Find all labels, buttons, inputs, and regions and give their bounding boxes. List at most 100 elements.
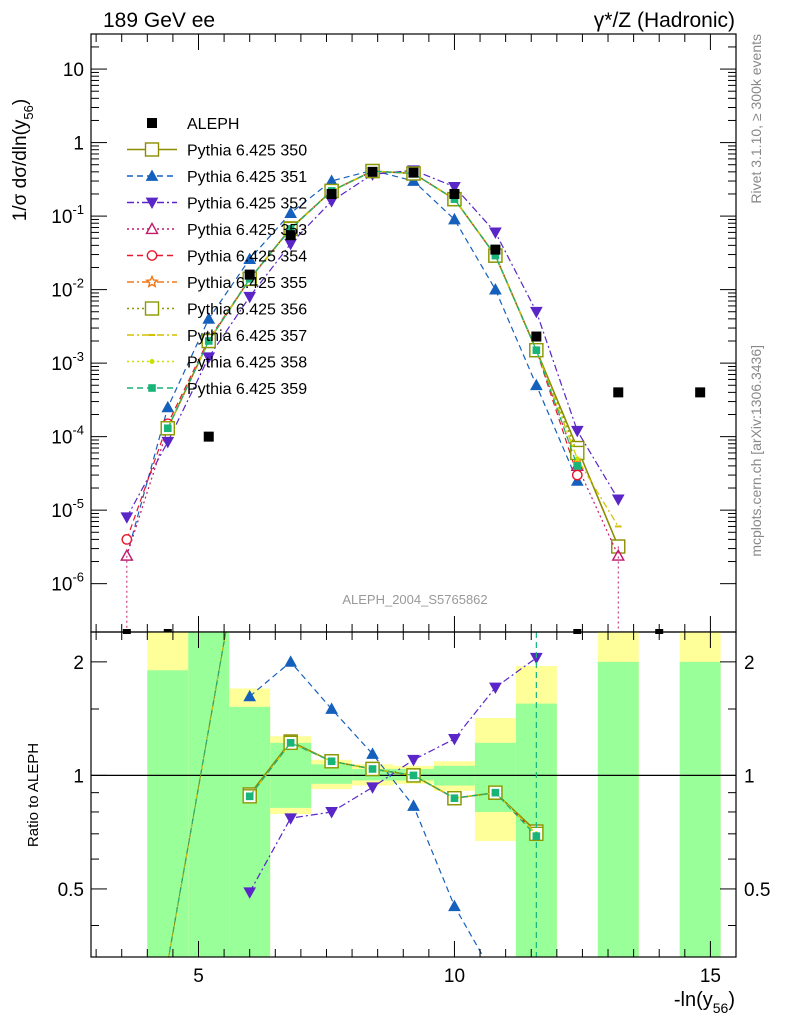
legend-entry: Pythia 6.425 353 xyxy=(127,222,307,239)
ratio-point xyxy=(490,973,501,983)
analysis-label: ALEPH_2004_S5765862 xyxy=(342,592,487,607)
ratio-point xyxy=(491,788,500,797)
legend-label: Pythia 6.425 352 xyxy=(187,196,307,213)
legend-marker xyxy=(144,142,160,157)
legend-label: Pythia 6.425 359 xyxy=(187,381,307,398)
series-line xyxy=(126,169,578,556)
ratio-point xyxy=(366,747,379,759)
main-ytick-label: 10-1 xyxy=(51,202,84,228)
series-point xyxy=(202,352,216,364)
ratio-point xyxy=(284,655,297,667)
main-ytick-label: 10-2 xyxy=(51,276,84,302)
ratio-point xyxy=(286,739,295,747)
series-point xyxy=(570,425,584,438)
title-left: 189 GeV ee xyxy=(103,9,215,32)
ratio-line xyxy=(249,661,485,957)
ratio-point xyxy=(368,765,377,773)
legend-marker xyxy=(148,384,156,392)
series-point xyxy=(530,306,543,319)
main-ytick-label: 10-4 xyxy=(51,423,84,449)
ratio-point xyxy=(243,887,257,899)
ratio-ytick-label-right: 2 xyxy=(744,653,755,674)
legend-marker xyxy=(147,118,157,128)
ratio-point xyxy=(448,733,461,746)
aleph-point xyxy=(326,188,337,199)
series-line xyxy=(167,170,578,467)
ratio-point xyxy=(409,771,418,780)
title-right: γ*/Z (Hadronic) xyxy=(594,9,735,32)
ratio-point xyxy=(450,794,459,803)
series-point xyxy=(204,337,213,345)
ratio-ytick-label: 0.5 xyxy=(58,880,84,901)
legend-entry: Pythia 6.425 350 xyxy=(127,142,307,160)
legend-label: Pythia 6.425 350 xyxy=(187,143,307,160)
legend-label: ALEPH xyxy=(187,116,239,133)
legend-entry: Pythia 6.425 352 xyxy=(127,196,307,213)
series-point xyxy=(571,469,583,481)
series-point xyxy=(489,283,502,295)
legend-entry: Pythia 6.425 354 xyxy=(127,249,307,266)
series-point xyxy=(161,400,175,413)
svg-text:Ratio to ALEPH: Ratio to ALEPH xyxy=(25,743,42,847)
aleph-point xyxy=(408,167,419,178)
xtick-label: 10 xyxy=(444,966,465,987)
band-green xyxy=(311,764,353,784)
ratio-line-extension xyxy=(507,956,509,957)
ratio-ytick-label-right: 0.5 xyxy=(744,880,770,901)
legend-label: Pythia 6.425 356 xyxy=(187,302,307,319)
main-ytick-label: 10-6 xyxy=(51,570,84,596)
series-point xyxy=(448,181,461,194)
aleph-point xyxy=(695,387,706,398)
legend-entry: Pythia 6.425 357 xyxy=(127,328,307,345)
ratio-panel-frame xyxy=(90,631,737,958)
ratio-point xyxy=(325,807,338,819)
band-green xyxy=(147,670,189,957)
legend-label: Pythia 6.425 358 xyxy=(187,355,307,372)
series-point xyxy=(163,424,172,433)
aleph-point xyxy=(203,431,214,442)
x-axis-label: -ln(y56) xyxy=(674,989,735,1016)
y-axis-label-top: 1/σ dσ/dln(y56) xyxy=(10,99,36,221)
xtick-label: 5 xyxy=(193,966,204,987)
legend-entry: Pythia 6.425 359 xyxy=(127,381,307,398)
aleph-point xyxy=(531,331,542,342)
ratio-point xyxy=(243,689,257,702)
legend-label: Pythia 6.425 357 xyxy=(187,328,307,345)
legend-entry: Pythia 6.425 351 xyxy=(127,169,307,186)
legend-marker xyxy=(144,301,160,316)
svg-text:1/σ dσ/dln(y56): 1/σ dσ/dln(y56) xyxy=(10,99,36,221)
series-point xyxy=(448,212,461,225)
series-point xyxy=(120,548,134,561)
aleph-point xyxy=(449,188,460,199)
series-point xyxy=(243,291,257,304)
xtick-label: 15 xyxy=(700,966,721,987)
ratio-excursion xyxy=(168,632,227,957)
ratio-panel: 0.5 0.5 1 1 2 2 5 10 15 xyxy=(58,631,770,987)
legend-marker xyxy=(145,197,159,210)
ratio-point xyxy=(284,813,297,825)
band-green xyxy=(597,661,639,957)
band-green xyxy=(229,706,271,957)
legend-marker xyxy=(149,359,155,364)
band-green xyxy=(679,661,721,957)
ratio-uncertainty-bands xyxy=(91,632,736,957)
ratio-point xyxy=(245,792,254,801)
band-green xyxy=(474,742,516,812)
legend-entry: Pythia 6.425 358 xyxy=(127,355,307,372)
ratio-point xyxy=(489,682,502,695)
legend-entry: Pythia 6.425 356 xyxy=(127,301,307,319)
ratio-line xyxy=(249,657,537,893)
side-label-rivet: Rivet 3.1.10, ≥ 300k events xyxy=(748,34,764,204)
series-point xyxy=(243,252,257,265)
series-point xyxy=(202,312,216,324)
side-label-mcplots: mcplots.cern.ch [arXiv:1306.3436] xyxy=(748,345,764,557)
legend-marker xyxy=(145,274,159,288)
legend-label: Pythia 6.425 355 xyxy=(187,275,307,292)
legend: ALEPH Pythia 6.425 350 Pythia 6.425 351 Pyt… xyxy=(127,116,307,398)
series-point xyxy=(573,462,582,470)
aleph-point xyxy=(490,244,501,255)
ratio-ytick-label: 2 xyxy=(73,653,84,674)
svg-text:mcplots.cern.ch [arXiv:1306.34: mcplots.cern.ch [arXiv:1306.3436] xyxy=(748,345,764,557)
series-point xyxy=(121,534,133,545)
